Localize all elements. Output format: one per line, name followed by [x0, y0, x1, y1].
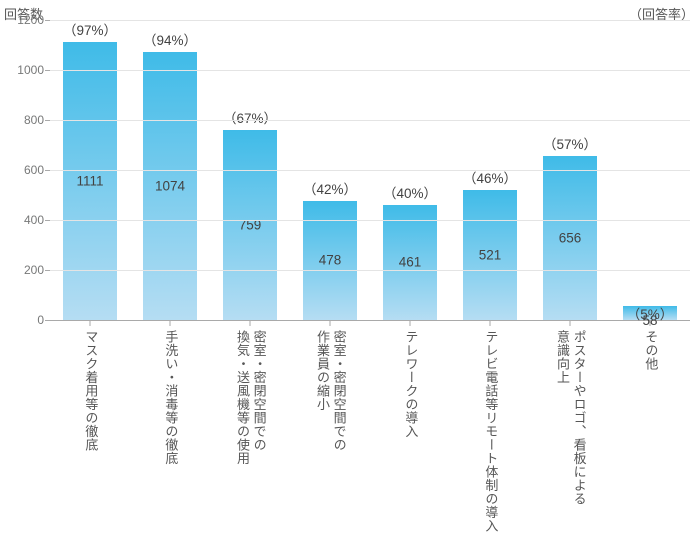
- y-tick-mark: [45, 170, 50, 171]
- bar: 759（67%）: [223, 130, 277, 320]
- y-tick-label: 200: [6, 263, 44, 277]
- gridline: [50, 70, 690, 71]
- bar: 1111（97%）: [63, 42, 117, 320]
- y-tick-mark: [45, 320, 50, 321]
- bar: 461（40%）: [383, 205, 437, 320]
- bar: 521（46%）: [463, 190, 517, 320]
- y-tick-mark: [45, 270, 50, 271]
- y-tick-mark: [45, 20, 50, 21]
- gridline: [50, 120, 690, 121]
- bar: 58（5%）: [623, 306, 677, 321]
- bar-pct-label: （40%）: [383, 182, 437, 202]
- bar-value-label: 478: [303, 253, 357, 268]
- bar-pct-label: （57%）: [543, 133, 597, 153]
- gridline: [50, 170, 690, 171]
- y-tick-label: 800: [6, 113, 44, 127]
- x-axis-category-label: ポスターやロゴ、看板による 意識向上: [553, 330, 586, 506]
- y-tick-label: 1000: [6, 63, 44, 77]
- bar-value-label: 1111: [63, 174, 117, 189]
- y-tick-label: 0: [6, 313, 44, 327]
- bar-pct-label: （42%）: [303, 178, 357, 198]
- y-tick-mark: [45, 220, 50, 221]
- x-axis-category-label: 密室・密閉空間での 作業員の縮小: [313, 330, 346, 452]
- bar: 656（57%）: [543, 156, 597, 320]
- x-axis-category-label: 密室・密閉空間での 換気・送風機等の使用: [233, 330, 266, 465]
- bar-value-label: 1074: [143, 178, 197, 193]
- x-axis-labels: マスク着用等の徹底 手洗い・消毒等の徹底 密室・密閉空間での 換気・送風機等の使用 密…: [50, 326, 690, 506]
- plot-area: 1111（97%）1074（94%）759（67%）478（42%）461（40…: [50, 20, 690, 321]
- bar-pct-label: （97%）: [63, 19, 117, 39]
- bar-value-label: 656: [543, 231, 597, 246]
- bar-value-label: 461: [383, 255, 437, 270]
- bar: 1074（94%）: [143, 52, 197, 321]
- bar-pct-label: （67%）: [223, 107, 277, 127]
- x-axis-category-label: マスク着用等の徹底: [82, 330, 99, 452]
- x-axis-category-label: テレビ電話等リモート体制の導入: [482, 330, 499, 533]
- chart-container: 回答数 （回答率） 1111（97%）1074（94%）759（67%）478（…: [0, 0, 700, 514]
- gridline: [50, 220, 690, 221]
- gridline: [50, 20, 690, 21]
- x-axis-category-label: その他: [642, 330, 659, 371]
- y-tick-label: 600: [6, 163, 44, 177]
- y-tick-label: 400: [6, 213, 44, 227]
- x-axis-category-label: テレワークの導入: [402, 330, 419, 438]
- y-tick-mark: [45, 70, 50, 71]
- bar-pct-label: （94%）: [143, 29, 197, 49]
- bar-value-label: 521: [463, 247, 517, 262]
- y-tick-mark: [45, 120, 50, 121]
- x-axis-category-label: 手洗い・消毒等の徹底: [162, 330, 179, 465]
- y-tick-label: 1200: [6, 13, 44, 27]
- gridline: [50, 270, 690, 271]
- bar: 478（42%）: [303, 201, 357, 321]
